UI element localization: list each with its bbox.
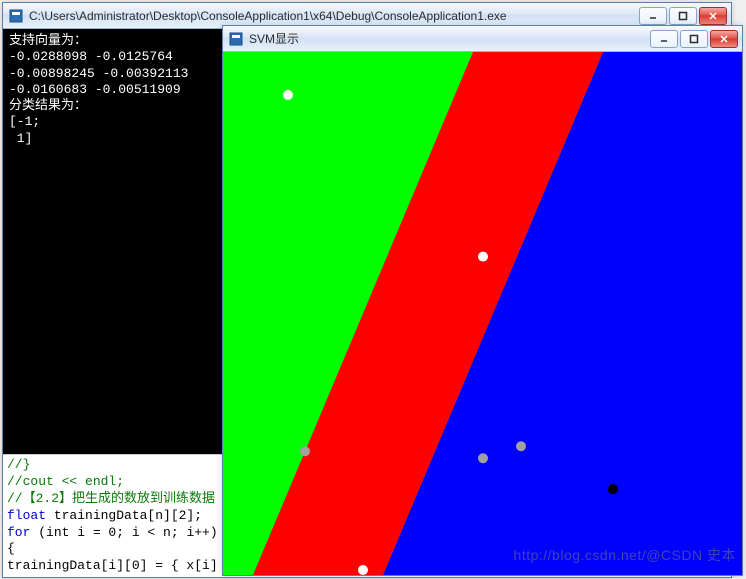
minimize-button[interactable] [639,7,667,25]
close-button[interactable] [710,30,738,48]
svm-window-titlebar[interactable]: SVM显示 [223,26,742,52]
close-icon [708,11,718,21]
svm-window-buttons [650,30,738,48]
close-icon [719,34,729,44]
minimize-icon [648,11,658,21]
maximize-button[interactable] [680,30,708,48]
maximize-icon [689,34,699,44]
maximize-icon [678,11,688,21]
console-window-buttons [639,7,727,25]
console-window-title: C:\Users\Administrator\Desktop\ConsoleAp… [29,9,639,23]
app-icon [229,32,243,46]
svm-window-title: SVM显示 [249,30,650,47]
minimize-button[interactable] [650,30,678,48]
svm-canvas [223,52,742,575]
minimize-icon [659,34,669,44]
maximize-button[interactable] [669,7,697,25]
svm-window: SVM显示 [222,25,743,576]
close-button[interactable] [699,7,727,25]
app-icon [9,9,23,23]
svm-plot [223,52,742,575]
